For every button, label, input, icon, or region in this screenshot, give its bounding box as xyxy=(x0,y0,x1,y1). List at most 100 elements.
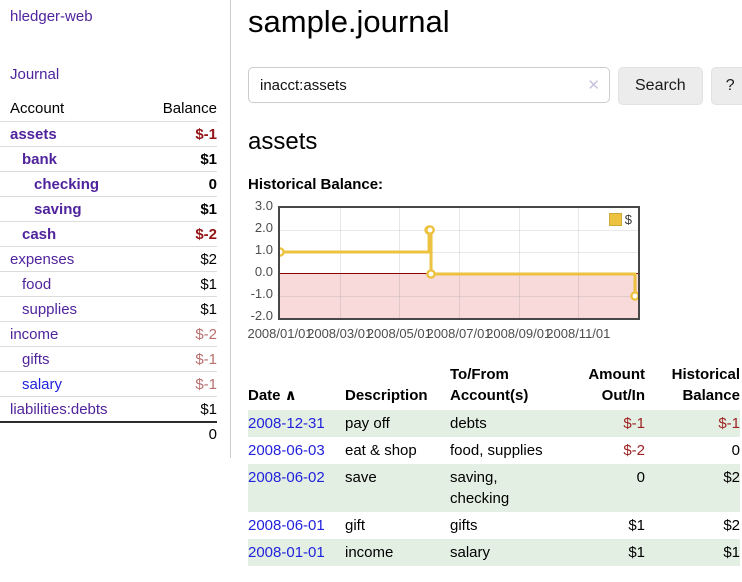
transaction-amount: $-1 xyxy=(623,415,645,432)
transaction-description: gift xyxy=(345,517,366,534)
x-axis-tick-label: 2008/07/01 xyxy=(426,326,492,341)
account-row-saving: saving $1 xyxy=(0,196,217,221)
account-link[interactable]: liabilities:debts xyxy=(10,401,108,418)
transaction-amount: $1 xyxy=(628,517,645,534)
account-link[interactable]: gifts xyxy=(22,351,50,368)
account-row-checking: checking 0 xyxy=(0,171,217,196)
account-balance: $1 xyxy=(200,151,217,168)
transaction-balance: $1 xyxy=(723,544,740,561)
x-axis-tick-label: 2008/03/01 xyxy=(307,326,373,341)
account-row-food: food $1 xyxy=(0,271,217,296)
sidebar: hledger-web Journal Account Balance asse… xyxy=(0,0,231,458)
account-row-income: income $-2 xyxy=(0,321,217,346)
data-point-marker xyxy=(280,247,285,257)
transaction-balance: $-1 xyxy=(718,415,740,432)
account-link[interactable]: assets xyxy=(10,126,57,143)
historical-balance-chart: $ 2008/01/01 2008/03/01 2008/05/01 2008/07/… xyxy=(247,198,742,341)
account-balance: 0 xyxy=(208,176,217,193)
accounts-table-header: Account Balance xyxy=(0,100,217,121)
account-balance: $2 xyxy=(200,251,217,268)
y-axis-tick-label: 1.0 xyxy=(254,242,273,257)
account-balance: $1 xyxy=(200,276,217,293)
help-button[interactable]: ? xyxy=(710,67,742,105)
account-balance: $-1 xyxy=(195,126,217,143)
transaction-accounts: gifts xyxy=(450,517,478,534)
register-row: 2008-06-02 save saving, checking 0 $2 xyxy=(248,464,740,512)
account-link[interactable]: saving xyxy=(34,201,82,218)
x-axis-tick-label: 2008/05/01 xyxy=(366,326,432,341)
transaction-amount: $1 xyxy=(628,544,645,561)
account-row-cash: cash $-2 xyxy=(0,221,217,246)
account-heading: assets xyxy=(248,128,318,155)
transaction-amount: $-2 xyxy=(623,442,645,459)
data-point-marker xyxy=(425,225,435,235)
legend-label: $ xyxy=(624,212,632,227)
search-form: ✕ Search ? xyxy=(248,67,742,105)
account-balance: $1 xyxy=(200,301,217,318)
account-link[interactable]: food xyxy=(22,276,52,293)
y-axis-tick-label: 0.0 xyxy=(254,264,273,279)
main-content: sample.journal ✕ Search ? assets Histori… xyxy=(231,0,742,566)
account-row-bank: bank $1 xyxy=(0,146,217,171)
search-input[interactable] xyxy=(248,67,610,103)
register-header-historical: Historical Balance xyxy=(671,366,740,404)
search-button[interactable]: Search xyxy=(618,67,703,105)
register-header-tofrom: To/From Account(s) xyxy=(450,366,529,404)
app-root: hledger-web Journal Account Balance asse… xyxy=(0,0,742,566)
account-link[interactable]: cash xyxy=(22,226,57,243)
y-axis-tick-label: 2.0 xyxy=(254,220,273,235)
account-row-supplies: supplies $1 xyxy=(0,296,217,321)
accounts-total-row: 0 xyxy=(0,421,217,445)
app-title-link[interactable]: hledger-web xyxy=(10,8,93,25)
account-row-expenses: expenses $2 xyxy=(0,246,217,271)
sidebar-item-journal[interactable]: Journal xyxy=(10,66,60,83)
data-point-marker xyxy=(426,269,436,279)
transaction-amount: 0 xyxy=(636,469,645,486)
account-link[interactable]: salary xyxy=(22,376,63,393)
accounts-total-value: 0 xyxy=(208,426,217,443)
transaction-balance: 0 xyxy=(731,442,740,459)
transaction-accounts: food, supplies xyxy=(450,442,543,459)
chart-plot-area: $ xyxy=(278,206,640,320)
transaction-date-link[interactable]: 2008-12-31 xyxy=(248,415,325,432)
transaction-balance: $2 xyxy=(723,517,740,534)
account-link[interactable]: checking xyxy=(34,176,100,193)
transaction-description: eat & shop xyxy=(345,442,417,459)
transaction-description: income xyxy=(345,544,394,561)
register-row: 2008-12-31 pay off debts $-1 $-1 xyxy=(248,410,740,437)
accounts-header-account: Account xyxy=(10,100,65,117)
x-axis-tick-label: 2008/01/01 xyxy=(247,326,313,341)
register-header-date[interactable]: Date ∧ xyxy=(248,387,297,404)
y-axis-tick-label: 3.0 xyxy=(254,198,273,213)
transaction-accounts: salary xyxy=(450,544,491,561)
data-point-marker xyxy=(630,291,638,301)
transaction-date-link[interactable]: 2008-06-03 xyxy=(248,442,325,459)
register-row: 2008-06-01 gift gifts $1 $2 xyxy=(248,512,740,539)
accounts-list: assets $-1 bank $1 checking 0 saving $1 cash $-2 e… xyxy=(0,121,217,421)
account-link[interactable]: supplies xyxy=(22,301,78,318)
accounts-header-balance: Balance xyxy=(162,100,217,117)
transaction-accounts: saving, checking xyxy=(450,469,510,507)
register-row: 2008-01-01 income salary $1 $1 xyxy=(248,539,740,566)
account-link[interactable]: bank xyxy=(22,151,58,168)
account-link[interactable]: income xyxy=(10,326,59,343)
transaction-date-link[interactable]: 2008-06-01 xyxy=(248,517,325,534)
chart-title: Historical Balance: xyxy=(248,176,384,193)
account-row-gifts: gifts $-1 xyxy=(0,346,217,371)
account-balance: $1 xyxy=(200,401,217,418)
x-axis-tick-label: 2008/11/01 xyxy=(546,326,611,341)
register-row: 2008-06-03 eat & shop food, supplies $-2 0 xyxy=(248,437,740,464)
account-row-assets: assets $-1 xyxy=(0,121,217,146)
account-link[interactable]: expenses xyxy=(10,251,75,268)
transaction-date-link[interactable]: 2008-01-01 xyxy=(248,544,325,561)
transaction-date-link[interactable]: 2008-06-02 xyxy=(248,469,325,486)
account-balance: $1 xyxy=(200,201,217,218)
register-header-amount: Amount Out/In xyxy=(588,366,645,404)
account-balance: $-1 xyxy=(195,351,217,368)
transaction-accounts: debts xyxy=(450,415,487,432)
account-balance: $-1 xyxy=(195,376,217,393)
transaction-description: pay off xyxy=(345,415,390,432)
clear-search-icon[interactable]: ✕ xyxy=(587,77,600,94)
search-input-wrap: ✕ xyxy=(248,67,610,105)
account-row-liabilities-debts: liabilities:debts $1 xyxy=(0,396,217,421)
